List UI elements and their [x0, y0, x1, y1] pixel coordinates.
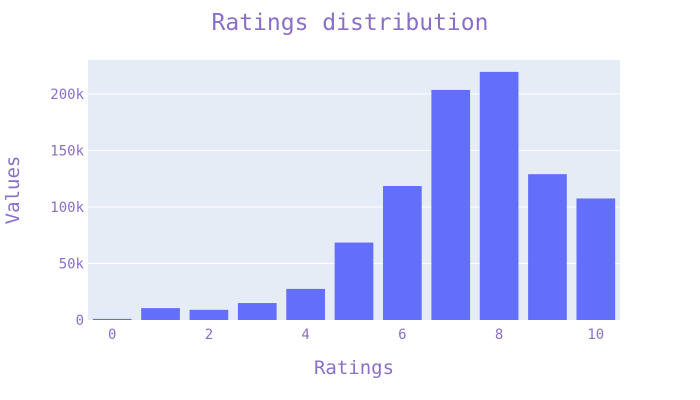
y-axis-title: Values — [2, 156, 24, 225]
x-tick-labels: 0 2 4 6 8 10 — [108, 327, 604, 343]
x-tick-label: 10 — [587, 327, 604, 343]
bar-rating-0 — [92, 318, 132, 320]
bar-rating-9 — [528, 174, 567, 320]
x-tick-label: 8 — [495, 327, 503, 343]
y-tick-label: 0 — [76, 313, 84, 329]
x-tick-label: 6 — [398, 327, 406, 343]
bar-rating-10 — [576, 198, 616, 320]
bar-rating-5 — [334, 242, 374, 320]
x-tick-label: 4 — [301, 327, 309, 343]
x-tick-label: 2 — [205, 327, 213, 343]
chart-title: Ratings distribution — [212, 10, 489, 36]
y-tick-label: 200k — [50, 87, 84, 103]
bar-rating-6 — [383, 186, 422, 320]
bar-rating-3 — [237, 303, 277, 320]
bars — [92, 71, 616, 321]
x-tick-label: 0 — [108, 327, 116, 343]
y-tick-label: 100k — [50, 200, 84, 216]
y-tick-labels: 0 50k 100k 150k 200k — [50, 87, 84, 329]
bar-rating-4 — [286, 288, 325, 320]
y-tick-label: 150k — [50, 143, 84, 159]
y-tick-label: 50k — [59, 256, 85, 272]
bar-rating-7 — [431, 89, 471, 321]
bar-rating-1 — [141, 308, 180, 320]
bar-rating-8 — [479, 71, 519, 320]
x-axis-title: Ratings — [314, 357, 394, 379]
bar-rating-2 — [189, 309, 229, 320]
